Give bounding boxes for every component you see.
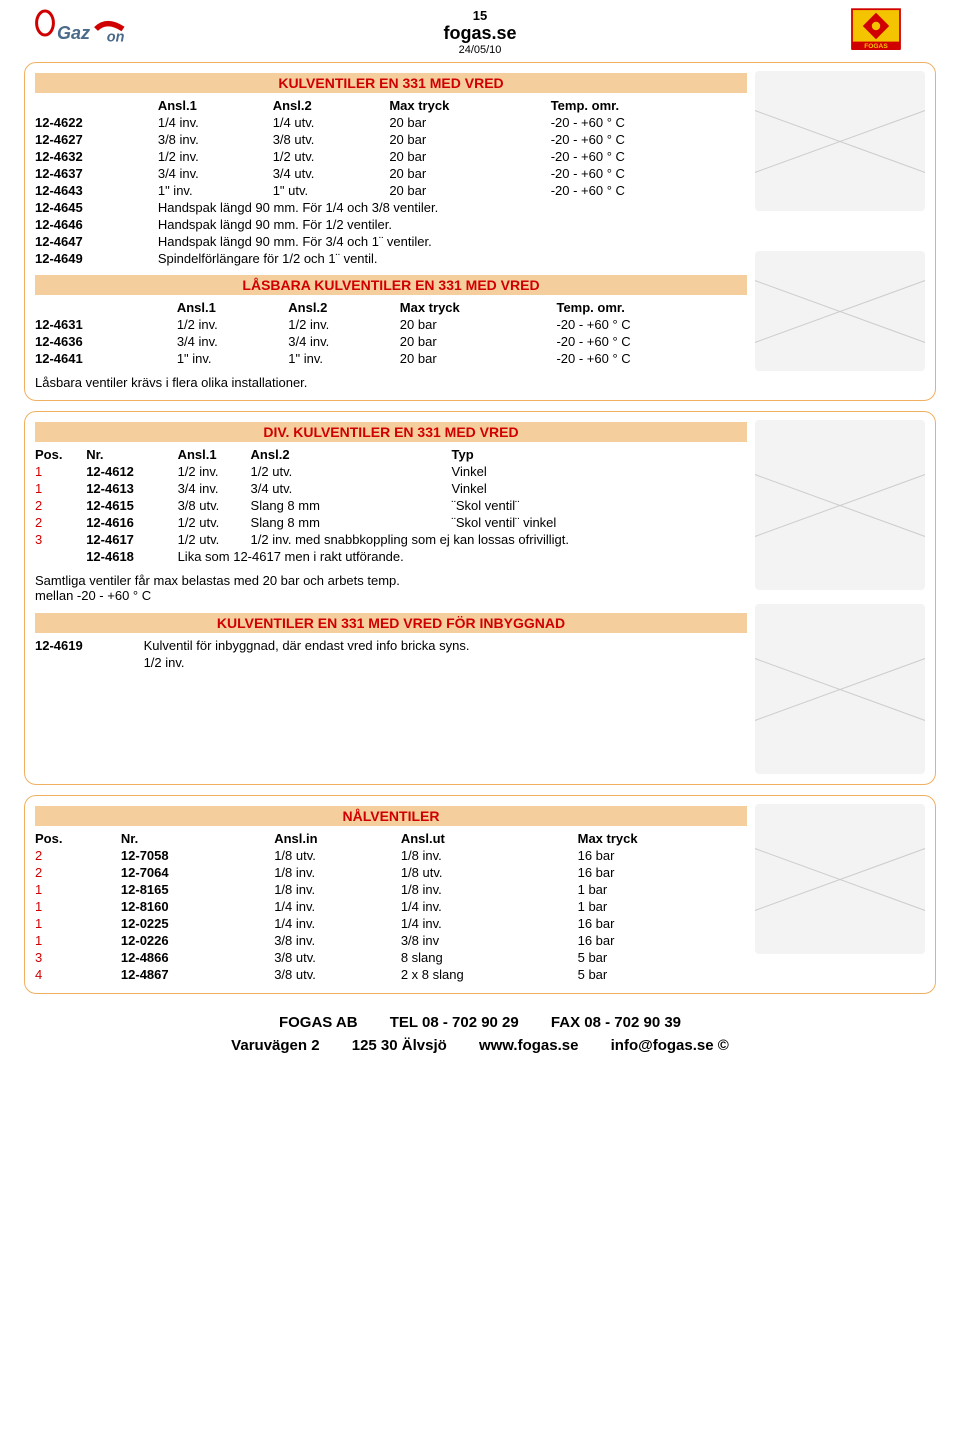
col-header: Nr.	[121, 830, 274, 847]
footer-tel: TEL 08 - 702 90 29	[390, 1014, 519, 1031]
page-number: 15	[443, 8, 516, 23]
table-row: 12-4646Handspak längd 90 mm. För 1/2 ven…	[35, 216, 747, 233]
table-row: 12-4649Spindelförlängare för 1/2 och 1¨ …	[35, 250, 747, 267]
footer-company: FOGAS AB	[279, 1014, 358, 1031]
section-footnote: Samtliga ventiler får max belastas med 2…	[35, 573, 747, 588]
center-heading: 15 fogas.se 24/05/10	[443, 8, 516, 56]
product-photo-placeholder	[755, 251, 925, 371]
col-header: Ansl.1	[177, 299, 288, 316]
card-div-kulventiler: DIV. KULVENTILER EN 331 MED VRED Pos. Nr…	[24, 411, 936, 785]
col-header: Ansl.1	[178, 446, 251, 463]
product-image-area	[755, 420, 925, 774]
table-header-row: Pos. Nr. Ansl.in Ansl.ut Max tryck	[35, 830, 747, 847]
section-title: DIV. KULVENTILER EN 331 MED VRED	[35, 422, 747, 442]
table-row: 12-46311/2 inv.1/2 inv.20 bar-20 - +60 °…	[35, 316, 747, 333]
product-image-area	[755, 804, 925, 983]
table-header-row: Ansl.1 Ansl.2 Max tryck Temp. omr.	[35, 299, 747, 316]
col-header: Nr.	[86, 446, 177, 463]
table-row: 1/2 inv.	[35, 654, 747, 671]
table-row: 112-46121/2 inv.1/2 utv.Vinkel	[35, 463, 747, 480]
section-title: KULVENTILER EN 331 MED VRED	[35, 73, 747, 93]
table-row: 12-46221/4 inv.1/4 utv.20 bar-20 - +60 °…	[35, 114, 747, 131]
table-row: 12-4619Kulventil för inbyggnad, där enda…	[35, 637, 747, 654]
col-header: Ansl.2	[251, 446, 452, 463]
footer-fax: FAX 08 - 702 90 39	[551, 1014, 681, 1031]
table-row: 412-48673/8 utv.2 x 8 slang5 bar	[35, 966, 747, 983]
col-header: Max tryck	[578, 830, 747, 847]
table-row: 112-81601/4 inv.1/4 inv.1 bar	[35, 898, 747, 915]
col-header: Max tryck	[389, 97, 550, 114]
table-row: 112-46133/4 inv.3/4 utv.Vinkel	[35, 480, 747, 497]
table-row: 12-46273/8 inv.3/8 utv.20 bar-20 - +60 °…	[35, 131, 747, 148]
table-row: 12-46373/4 inv.3/4 utv.20 bar-20 - +60 °…	[35, 165, 747, 182]
spec-table-sec4: 12-4619Kulventil för inbyggnad, där enda…	[35, 637, 747, 671]
spec-table-sec1: Ansl.1 Ansl.2 Max tryck Temp. omr. 12-46…	[35, 97, 747, 267]
col-header: Ansl.2	[273, 97, 390, 114]
footer-url: www.fogas.se	[479, 1037, 578, 1054]
page-date: 24/05/10	[443, 44, 516, 56]
svg-text:FOGAS: FOGAS	[864, 43, 888, 50]
spec-table-sec2: Ansl.1 Ansl.2 Max tryck Temp. omr. 12-46…	[35, 299, 747, 367]
col-header: Pos.	[35, 830, 121, 847]
col-header: Pos.	[35, 446, 86, 463]
table-row: 212-70581/8 utv.1/8 inv.16 bar	[35, 847, 747, 864]
table-row: 312-48663/8 utv.8 slang5 bar	[35, 949, 747, 966]
table-header-row: Pos. Nr. Ansl.1 Ansl.2 Typ	[35, 446, 747, 463]
col-header: Ansl.ut	[401, 830, 578, 847]
table-row: 112-02251/4 inv.1/4 inv.16 bar	[35, 915, 747, 932]
page-header: Gaz on 15 fogas.se 24/05/10 FOGAS	[24, 8, 936, 56]
section-footnote: Låsbara ventiler krävs i flera olika ins…	[35, 375, 747, 390]
fogas-logo: FOGAS	[816, 8, 936, 56]
footer-email: info@fogas.se ©	[611, 1037, 729, 1054]
table-header-row: Ansl.1 Ansl.2 Max tryck Temp. omr.	[35, 97, 747, 114]
spec-table-sec5: Pos. Nr. Ansl.in Ansl.ut Max tryck 212-7…	[35, 830, 747, 983]
site-name: fogas.se	[443, 23, 516, 44]
table-row: 312-46171/2 utv.1/2 inv. med snabbkoppli…	[35, 531, 747, 548]
table-row: 12-46431" inv.1" utv.20 bar-20 - +60 ° C	[35, 182, 747, 199]
product-photo-placeholder	[755, 804, 925, 954]
footer-addr1: Varuvägen 2	[231, 1037, 319, 1054]
col-header: Typ	[452, 446, 747, 463]
col-header: Ansl.in	[274, 830, 401, 847]
table-row: 12-46321/2 inv.1/2 utv.20 bar-20 - +60 °…	[35, 148, 747, 165]
page-footer: FOGAS AB TEL 08 - 702 90 29 FAX 08 - 702…	[24, 1012, 936, 1057]
product-photo-placeholder	[755, 604, 925, 774]
table-row: 12-4618Lika som 12-4617 men i rakt utför…	[35, 548, 747, 565]
card-kulventiler: KULVENTILER EN 331 MED VRED Ansl.1 Ansl.…	[24, 62, 936, 401]
table-row: 12-46411" inv.1" inv.20 bar-20 - +60 ° C	[35, 350, 747, 367]
col-header: Ansl.1	[158, 97, 273, 114]
col-header: Max tryck	[400, 299, 557, 316]
product-photo-placeholder	[755, 71, 925, 211]
table-row: 212-46153/8 utv.Slang 8 mm¨Skol ventil¨	[35, 497, 747, 514]
col-header: Temp. omr.	[551, 97, 747, 114]
table-row: 112-02263/8 inv.3/8 inv16 bar	[35, 932, 747, 949]
card-nalventiler: NÅLVENTILER Pos. Nr. Ansl.in Ansl.ut Max…	[24, 795, 936, 994]
product-photo-placeholder	[755, 420, 925, 590]
svg-text:on: on	[107, 30, 125, 46]
gazon-logo: Gaz on	[24, 8, 144, 56]
table-row: 12-4645Handspak längd 90 mm. För 1/4 och…	[35, 199, 747, 216]
table-row: 212-46161/2 utv.Slang 8 mm¨Skol ventil¨ …	[35, 514, 747, 531]
svg-text:Gaz: Gaz	[57, 23, 90, 43]
table-row: 212-70641/8 inv.1/8 utv.16 bar	[35, 864, 747, 881]
section-title: NÅLVENTILER	[35, 806, 747, 826]
spec-table-sec3: Pos. Nr. Ansl.1 Ansl.2 Typ 112-46121/2 i…	[35, 446, 747, 565]
table-row: 12-4647Handspak längd 90 mm. För 3/4 och…	[35, 233, 747, 250]
col-header: Temp. omr.	[556, 299, 747, 316]
footer-addr2: 125 30 Älvsjö	[352, 1037, 447, 1054]
section-title: KULVENTILER EN 331 MED VRED FÖR INBYGGNA…	[35, 613, 747, 633]
section-title: LÅSBARA KULVENTILER EN 331 MED VRED	[35, 275, 747, 295]
product-image-area	[755, 71, 925, 390]
table-row: 112-81651/8 inv.1/8 inv.1 bar	[35, 881, 747, 898]
section-footnote: mellan -20 - +60 ° C	[35, 588, 747, 603]
table-row: 12-46363/4 inv.3/4 inv.20 bar-20 - +60 °…	[35, 333, 747, 350]
col-header: Ansl.2	[288, 299, 399, 316]
